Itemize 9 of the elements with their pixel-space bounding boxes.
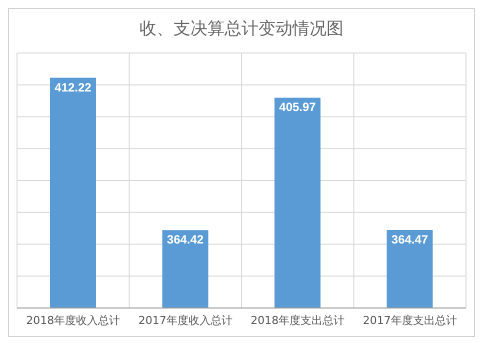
x-tick-label: 2018年度支出总计 bbox=[250, 314, 345, 327]
chart-title: 收、支决算总计变动情况图 bbox=[138, 18, 344, 40]
x-tick-label: 2017年度支出总计 bbox=[362, 314, 457, 327]
x-tick-label: 2017年度收入总计 bbox=[138, 314, 232, 327]
data-label: 405.97 bbox=[279, 100, 316, 114]
data-label: 364.42 bbox=[166, 232, 204, 247]
x-tick-label: 2018年度收入总计 bbox=[26, 314, 120, 327]
data-label: 364.47 bbox=[391, 232, 428, 247]
data-label: 412.22 bbox=[54, 80, 92, 94]
